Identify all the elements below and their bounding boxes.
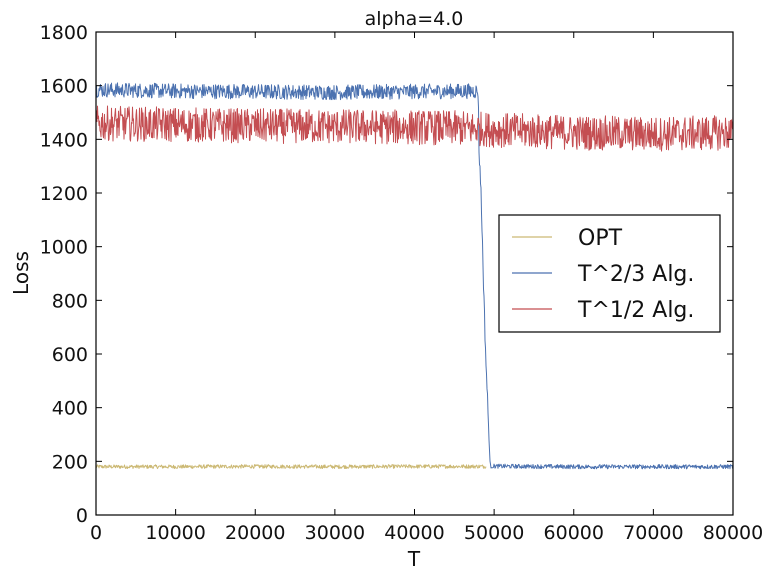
x-tick-label: 80000	[703, 522, 763, 544]
x-tick-label: 40000	[384, 522, 444, 544]
series-line-0	[95, 464, 487, 470]
x-tick-label: 60000	[544, 522, 604, 544]
x-tick-label: 10000	[145, 522, 205, 544]
series-line-2	[95, 105, 734, 152]
x-tick-label: 20000	[225, 522, 285, 544]
y-tick-label: 200	[52, 451, 88, 473]
y-axis-label: Loss	[9, 251, 33, 295]
y-tick-label: 1200	[40, 183, 88, 205]
x-tick-label: 50000	[464, 522, 524, 544]
series-layer	[95, 82, 734, 470]
y-tick-label: 1600	[40, 76, 88, 98]
x-tick-label: 30000	[305, 522, 365, 544]
legend-label: T^2/3 Alg.	[577, 262, 694, 287]
chart-title: alpha=4.0	[365, 8, 464, 30]
legend-label: T^1/2 Alg.	[577, 298, 694, 323]
x-tick-label: 70000	[623, 522, 683, 544]
legend-label: OPT	[578, 226, 623, 251]
y-tick-label: 800	[52, 290, 88, 312]
y-tick-label: 600	[52, 344, 88, 366]
y-tick-label: 1000	[40, 237, 88, 259]
y-tick-label: 1800	[40, 22, 88, 44]
series-line-1	[95, 82, 734, 470]
x-tick-label: 0	[90, 522, 102, 544]
y-tick-label: 400	[52, 398, 88, 420]
y-tick-label: 1400	[40, 129, 88, 151]
x-axis-label: T	[407, 547, 421, 571]
legend: OPT T^2/3 Alg. T^1/2 Alg.	[498, 214, 721, 333]
ticks-layer: 0 10000 20000 30000 40000 50000 60000 70000 8000…	[40, 22, 764, 544]
y-tick-label: 0	[76, 505, 88, 527]
